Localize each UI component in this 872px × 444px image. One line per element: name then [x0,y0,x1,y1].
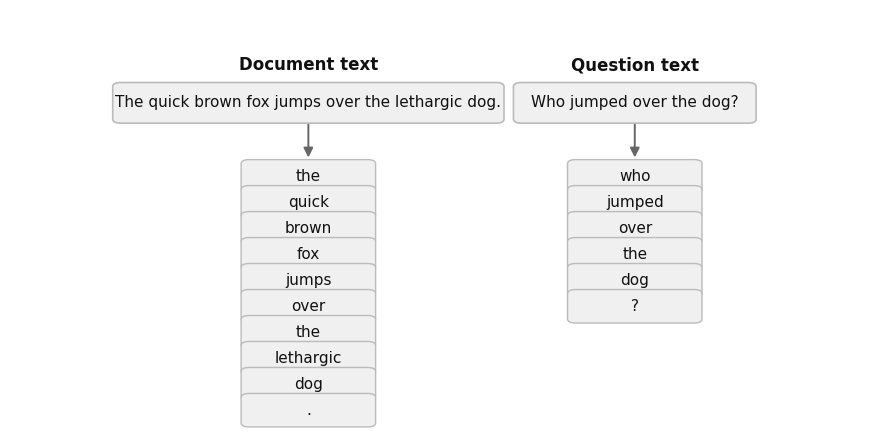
Text: jumped: jumped [606,195,664,210]
Text: the: the [296,325,321,340]
Text: dog: dog [620,273,650,288]
Text: fox: fox [296,247,320,262]
Text: lethargic: lethargic [275,351,342,366]
Text: Document text: Document text [239,56,378,74]
Text: The quick brown fox jumps over the lethargic dog.: The quick brown fox jumps over the letha… [115,95,501,111]
FancyBboxPatch shape [242,393,376,427]
FancyBboxPatch shape [568,212,702,245]
Text: dog: dog [294,377,323,392]
FancyBboxPatch shape [242,159,376,193]
Text: ?: ? [630,299,639,314]
FancyBboxPatch shape [568,264,702,297]
Text: .: . [306,403,310,418]
Text: the: the [296,169,321,184]
FancyBboxPatch shape [242,238,376,271]
FancyBboxPatch shape [112,83,504,123]
FancyBboxPatch shape [242,212,376,245]
FancyBboxPatch shape [568,159,702,193]
FancyBboxPatch shape [242,341,376,375]
Text: Who jumped over the dog?: Who jumped over the dog? [531,95,739,111]
FancyBboxPatch shape [242,289,376,323]
Text: brown: brown [285,221,332,236]
Text: Question text: Question text [571,56,698,74]
FancyBboxPatch shape [242,264,376,297]
Text: quick: quick [288,195,329,210]
FancyBboxPatch shape [568,289,702,323]
FancyBboxPatch shape [242,316,376,349]
FancyBboxPatch shape [242,186,376,219]
Text: jumps: jumps [285,273,331,288]
Text: who: who [619,169,651,184]
FancyBboxPatch shape [568,186,702,219]
FancyBboxPatch shape [568,238,702,271]
Text: over: over [291,299,325,314]
FancyBboxPatch shape [514,83,756,123]
FancyBboxPatch shape [242,368,376,401]
Text: the: the [623,247,647,262]
Text: over: over [617,221,652,236]
